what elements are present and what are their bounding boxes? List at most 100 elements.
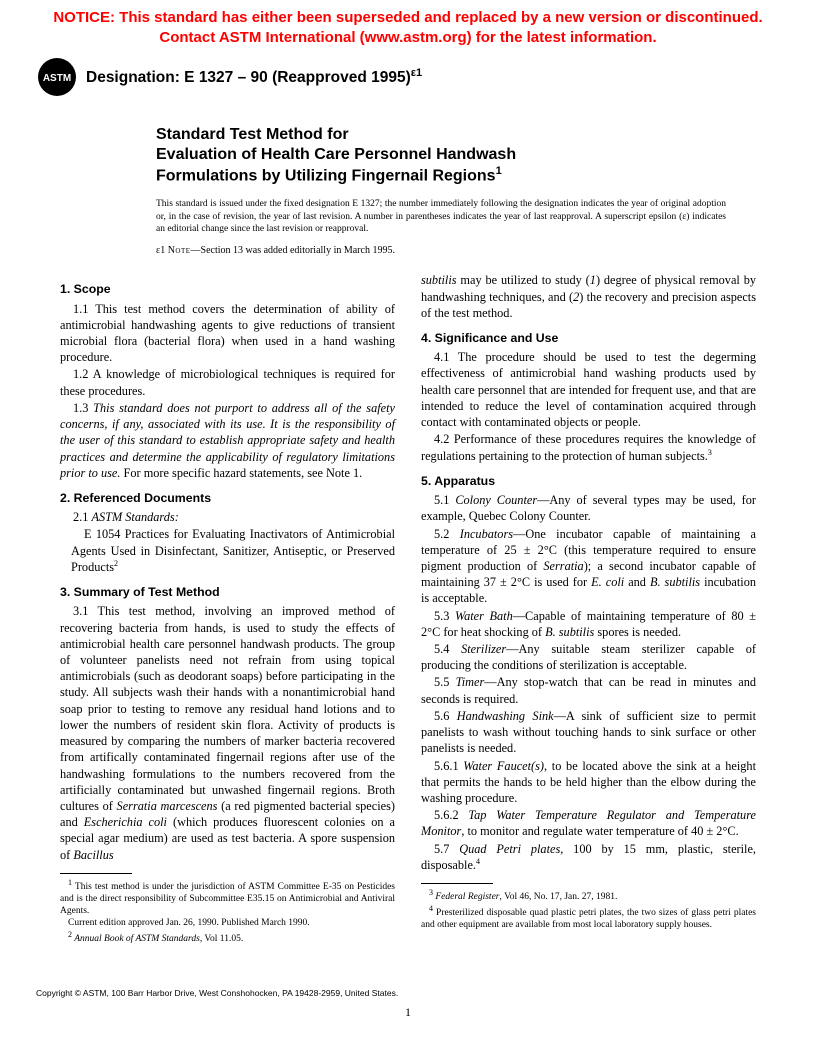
p561a: 5.6.1 xyxy=(434,759,463,773)
designation-text: Designation: E 1327 – 90 (Reapproved 199… xyxy=(86,69,411,86)
p-e1054-sup: 2 xyxy=(114,559,118,568)
svg-text:ASTM: ASTM xyxy=(43,73,71,84)
fn3c: , Vol 46, No. 17, Jan. 27, 1981. xyxy=(499,892,617,902)
p13a: 1.3 xyxy=(73,401,93,415)
section-1-head: 1. Scope xyxy=(60,281,395,297)
para-5-6: 5.6 Handwashing Sink—A sink of sufficien… xyxy=(421,708,756,757)
p54a: 5.4 xyxy=(434,642,461,656)
title-line2a: Evaluation of Health Care Personnel Hand… xyxy=(156,145,756,165)
p55b: Timer xyxy=(456,675,485,689)
section-4-head: 4. Significance and Use xyxy=(421,330,756,346)
section-5-head: 5. Apparatus xyxy=(421,473,756,489)
para-1-1: 1.1 This test method covers the determin… xyxy=(60,301,395,366)
title-line1: Standard Test Method for xyxy=(156,125,756,145)
astm-logo: ASTM xyxy=(36,57,78,97)
para-4-1: 4.1 The procedure should be used to test… xyxy=(421,349,756,430)
title-block: Standard Test Method for Evaluation of H… xyxy=(156,125,756,186)
p21a: 2.1 xyxy=(73,510,91,524)
r3a: subtilis xyxy=(421,273,457,287)
para-1-2: 1.2 A knowledge of microbiological techn… xyxy=(60,366,395,398)
issued-note: This standard is issued under the fixed … xyxy=(156,198,726,235)
para-4-2: 4.2 Performance of these procedures requ… xyxy=(421,431,756,464)
para-5-5: 5.5 Timer—Any stop-watch that can be rea… xyxy=(421,674,756,706)
p562c: , to monitor and regulate water temperat… xyxy=(461,824,738,838)
p13c: For more specific hazard statements, see… xyxy=(120,466,362,480)
r3b: may be utilized to study ( xyxy=(457,273,590,287)
designation-sup: ε1 xyxy=(411,67,422,79)
p52d: Serratia xyxy=(543,559,583,573)
p53a: 5.3 xyxy=(434,609,455,623)
footnote-4: 4 Presterilized disposable quad plastic … xyxy=(421,904,756,932)
footnote-rule-left xyxy=(60,873,132,874)
p31b: Serratia marcescens xyxy=(117,799,218,813)
right-column: subtilis may be utilized to study (1) de… xyxy=(421,272,756,945)
p53e: spores is needed. xyxy=(594,625,681,639)
para-3-1: 3.1 This test method, involving an impro… xyxy=(60,603,395,863)
p-e1054: E 1054 Practices for Evaluating Inactiva… xyxy=(71,527,395,574)
footnote-rule-right xyxy=(421,883,493,884)
para-5-7: 5.7 Quad Petri plates, 100 by 15 mm, pla… xyxy=(421,841,756,874)
p51b: Colony Counter xyxy=(455,493,537,507)
footnote-3: 3 Federal Register, Vol 46, No. 17, Jan.… xyxy=(421,888,756,904)
fn3b: Federal Register xyxy=(433,892,499,902)
title-line2b: Formulations by Utilizing Fingernail Reg… xyxy=(156,165,756,186)
p31a: 3.1 This test method, involving an impro… xyxy=(60,604,395,813)
para-5-1: 5.1 Colony Counter—Any of several types … xyxy=(421,492,756,524)
p51a: 5.1 xyxy=(434,493,455,507)
notice-line2: Contact ASTM International (www.astm.org… xyxy=(30,28,786,48)
epsilon-prefix: ε1 xyxy=(156,245,165,256)
footnote-1: 1 This test method is under the jurisdic… xyxy=(60,878,395,918)
p57a: 5.7 xyxy=(434,842,459,856)
epsilon-note: ε1 Note—Section 13 was added editorially… xyxy=(156,245,756,256)
p57s: 4 xyxy=(476,857,480,866)
header-row: ASTM Designation: E 1327 – 90 (Reapprove… xyxy=(0,51,816,97)
designation: Designation: E 1327 – 90 (Reapproved 199… xyxy=(86,67,422,87)
fn4b: Presterilized disposable quad plastic pe… xyxy=(421,908,756,930)
notice-banner: NOTICE: This standard has either been su… xyxy=(0,0,816,51)
para-1-3: 1.3 This standard does not purport to ad… xyxy=(60,400,395,481)
section-3-head: 3. Summary of Test Method xyxy=(60,584,395,600)
section-2-head: 2. Referenced Documents xyxy=(60,490,395,506)
p42s: 3 xyxy=(708,448,712,457)
para-5-4: 5.4 Sterilizer—Any suitable steam steril… xyxy=(421,641,756,673)
p561b: Water Faucet(s) xyxy=(463,759,544,773)
para-5-2: 5.2 Incubators—One incubator capable of … xyxy=(421,526,756,607)
p562a: 5.6.2 xyxy=(434,808,468,822)
p52g: and xyxy=(624,575,650,589)
copyright: Copyright © ASTM, 100 Barr Harbor Drive,… xyxy=(36,988,398,998)
fn2c: , Vol 11.05. xyxy=(200,934,243,944)
p52f: E. coli xyxy=(591,575,624,589)
main-content: Standard Test Method for Evaluation of H… xyxy=(0,97,816,946)
p21b: ASTM Standards: xyxy=(91,510,178,524)
para-5-6-2: 5.6.2 Tap Water Temperature Regulator an… xyxy=(421,807,756,839)
para-e1054: E 1054 Practices for Evaluating Inactiva… xyxy=(71,526,395,575)
p31d: Escherichia coli xyxy=(84,815,167,829)
para-3-cont: subtilis may be utilized to study (1) de… xyxy=(421,272,756,321)
p52a: 5.2 xyxy=(434,527,460,541)
p57b: Quad Petri plates xyxy=(459,842,560,856)
p53d: B. subtilis xyxy=(545,625,594,639)
p52b: Incubators xyxy=(460,527,513,541)
footnote-2: 2 Annual Book of ASTM Standards, Vol 11.… xyxy=(60,930,395,946)
epsilon-label: Note xyxy=(168,245,191,256)
p52h: B. subtilis xyxy=(650,575,700,589)
title-sup: 1 xyxy=(496,165,502,177)
para-5-6-1: 5.6.1 Water Faucet(s), to be located abo… xyxy=(421,758,756,807)
columns: 1. Scope 1.1 This test method covers the… xyxy=(60,272,756,945)
para-2-1: 2.1 ASTM Standards: xyxy=(60,509,395,525)
fn2b: Annual Book of ASTM Standards xyxy=(72,934,200,944)
p53b: Water Bath xyxy=(455,609,513,623)
p42: 4.2 Performance of these procedures requ… xyxy=(421,432,756,462)
p56a: 5.6 xyxy=(434,709,457,723)
fn1b: This test method is under the jurisdicti… xyxy=(60,882,395,916)
footnote-1c: Current edition approved Jan. 26, 1990. … xyxy=(60,918,395,930)
epsilon-text: —Section 13 was added editorially in Mar… xyxy=(191,245,395,256)
p54b: Sterilizer xyxy=(461,642,506,656)
page-number: 1 xyxy=(0,1005,816,1020)
title-line2b-text: Formulations by Utilizing Fingernail Reg… xyxy=(156,167,496,184)
p55a: 5.5 xyxy=(434,675,456,689)
notice-line1: NOTICE: This standard has either been su… xyxy=(30,8,786,28)
para-5-3: 5.3 Water Bath—Capable of maintaining te… xyxy=(421,608,756,640)
p31f: Bacillus xyxy=(73,848,113,862)
p56b: Handwashing Sink xyxy=(457,709,554,723)
